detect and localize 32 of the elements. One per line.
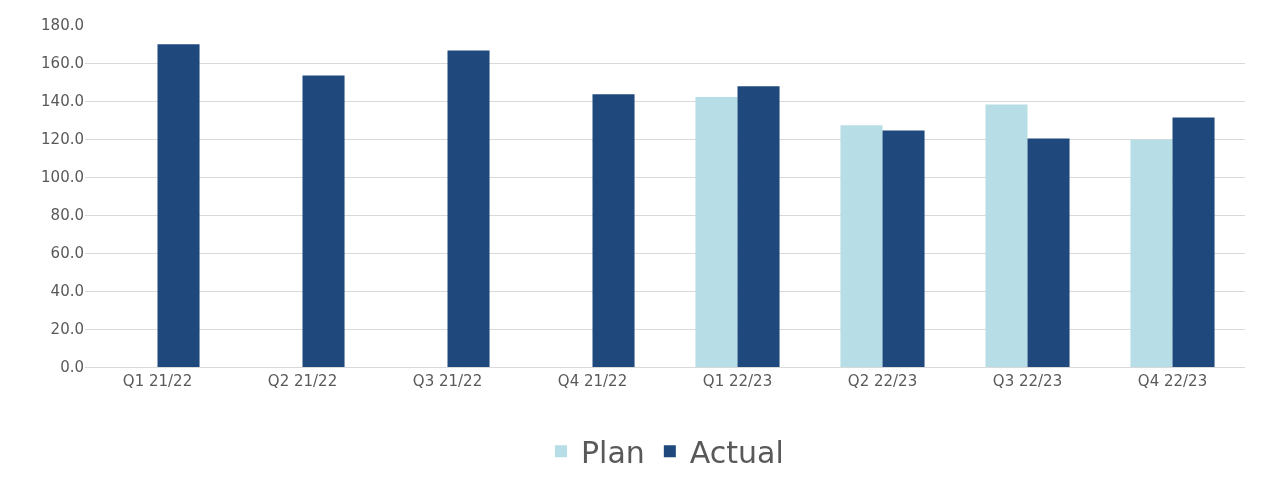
y-tick-label: 160.0 — [41, 54, 84, 73]
bar — [1027, 138, 1070, 367]
y-tick-label: 60.0 — [50, 244, 84, 263]
bar — [1130, 139, 1173, 367]
x-tick-label: Q2 22/23 — [847, 372, 918, 390]
bar — [695, 97, 738, 367]
bar — [447, 50, 490, 367]
y-tick-label: 140.0 — [41, 92, 84, 111]
bar — [737, 86, 780, 367]
bar — [592, 94, 635, 367]
y-tick-label: 40.0 — [50, 282, 84, 301]
y-tick-label: 120.0 — [41, 130, 84, 149]
x-tick-label: Q3 22/23 — [992, 372, 1063, 390]
legend-label: Plan — [581, 434, 645, 470]
x-tick-label: Q2 21/22 — [267, 372, 338, 390]
bar — [157, 44, 200, 367]
x-tick-label: Q4 21/22 — [557, 372, 628, 390]
bar — [1172, 117, 1215, 367]
y-tick-label: 20.0 — [50, 320, 84, 339]
y-tick-label: 80.0 — [50, 206, 84, 225]
y-tick-label: 0.0 — [60, 358, 84, 377]
bar — [840, 125, 883, 367]
x-tick-label: Q4 22/23 — [1137, 372, 1208, 390]
y-tick-label: 100.0 — [41, 168, 84, 187]
bar — [985, 104, 1028, 367]
y-tick-label: 180.0 — [41, 16, 84, 35]
bar — [302, 75, 345, 367]
bar — [882, 130, 925, 367]
x-tick-label: Q1 22/23 — [702, 372, 773, 390]
x-tick-label: Q1 21/22 — [122, 372, 193, 390]
x-tick-label: Q3 21/22 — [412, 372, 483, 390]
legend-label: Actual — [689, 434, 784, 470]
